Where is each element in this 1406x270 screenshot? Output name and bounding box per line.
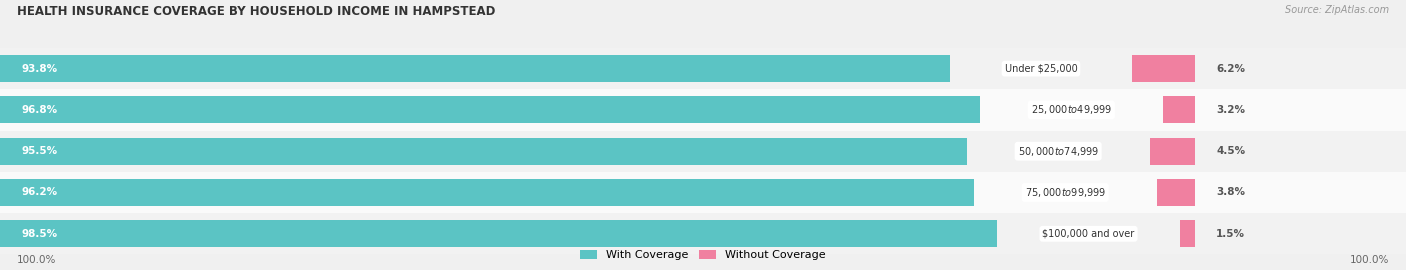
Bar (1180, 220, 1195, 247)
Text: 96.2%: 96.2% (21, 187, 58, 197)
Bar (0, 172, 1406, 213)
Text: 100.0%: 100.0% (1350, 255, 1389, 265)
Bar (0, 89, 1406, 131)
Text: 1.5%: 1.5% (1216, 229, 1246, 239)
Text: $75,000 to $99,999: $75,000 to $99,999 (1025, 186, 1107, 199)
Text: 98.5%: 98.5% (21, 229, 58, 239)
Text: 6.2%: 6.2% (1216, 64, 1246, 74)
Text: Source: ZipAtlas.com: Source: ZipAtlas.com (1285, 5, 1389, 15)
Bar (0, 138, 967, 165)
Text: 96.8%: 96.8% (21, 105, 58, 115)
Bar (0, 179, 974, 206)
Text: 95.5%: 95.5% (21, 146, 58, 156)
Bar (0, 96, 980, 123)
Text: Under $25,000: Under $25,000 (1004, 64, 1077, 74)
Bar (1132, 55, 1195, 82)
Bar (1163, 96, 1195, 123)
Text: $50,000 to $74,999: $50,000 to $74,999 (1018, 145, 1098, 158)
Bar (0, 220, 997, 247)
Text: 3.2%: 3.2% (1216, 105, 1246, 115)
Text: $100,000 and over: $100,000 and over (1042, 229, 1135, 239)
Legend: With Coverage, Without Coverage: With Coverage, Without Coverage (576, 245, 830, 264)
Bar (0, 55, 949, 82)
Bar (1150, 138, 1195, 165)
Text: 4.5%: 4.5% (1216, 146, 1246, 156)
Text: 3.8%: 3.8% (1216, 187, 1246, 197)
Text: HEALTH INSURANCE COVERAGE BY HOUSEHOLD INCOME IN HAMPSTEAD: HEALTH INSURANCE COVERAGE BY HOUSEHOLD I… (17, 5, 495, 18)
Text: 93.8%: 93.8% (21, 64, 58, 74)
Bar (0, 213, 1406, 254)
Bar (0, 48, 1406, 89)
Text: 100.0%: 100.0% (17, 255, 56, 265)
Bar (1157, 179, 1195, 206)
Text: $25,000 to $49,999: $25,000 to $49,999 (1031, 103, 1112, 116)
Bar (0, 131, 1406, 172)
